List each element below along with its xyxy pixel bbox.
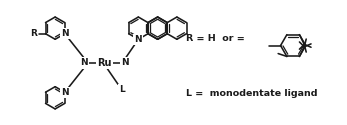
Text: R: R xyxy=(31,29,37,38)
Text: L =  monodentate ligand: L = monodentate ligand xyxy=(186,90,317,98)
Text: N: N xyxy=(61,29,69,38)
Text: Ru: Ru xyxy=(97,58,112,68)
Text: N: N xyxy=(81,58,88,68)
Text: N: N xyxy=(135,35,142,44)
Text: N: N xyxy=(121,58,129,68)
Text: R = H  or =: R = H or = xyxy=(186,34,245,43)
Text: N: N xyxy=(61,88,69,97)
Text: L: L xyxy=(119,85,125,94)
